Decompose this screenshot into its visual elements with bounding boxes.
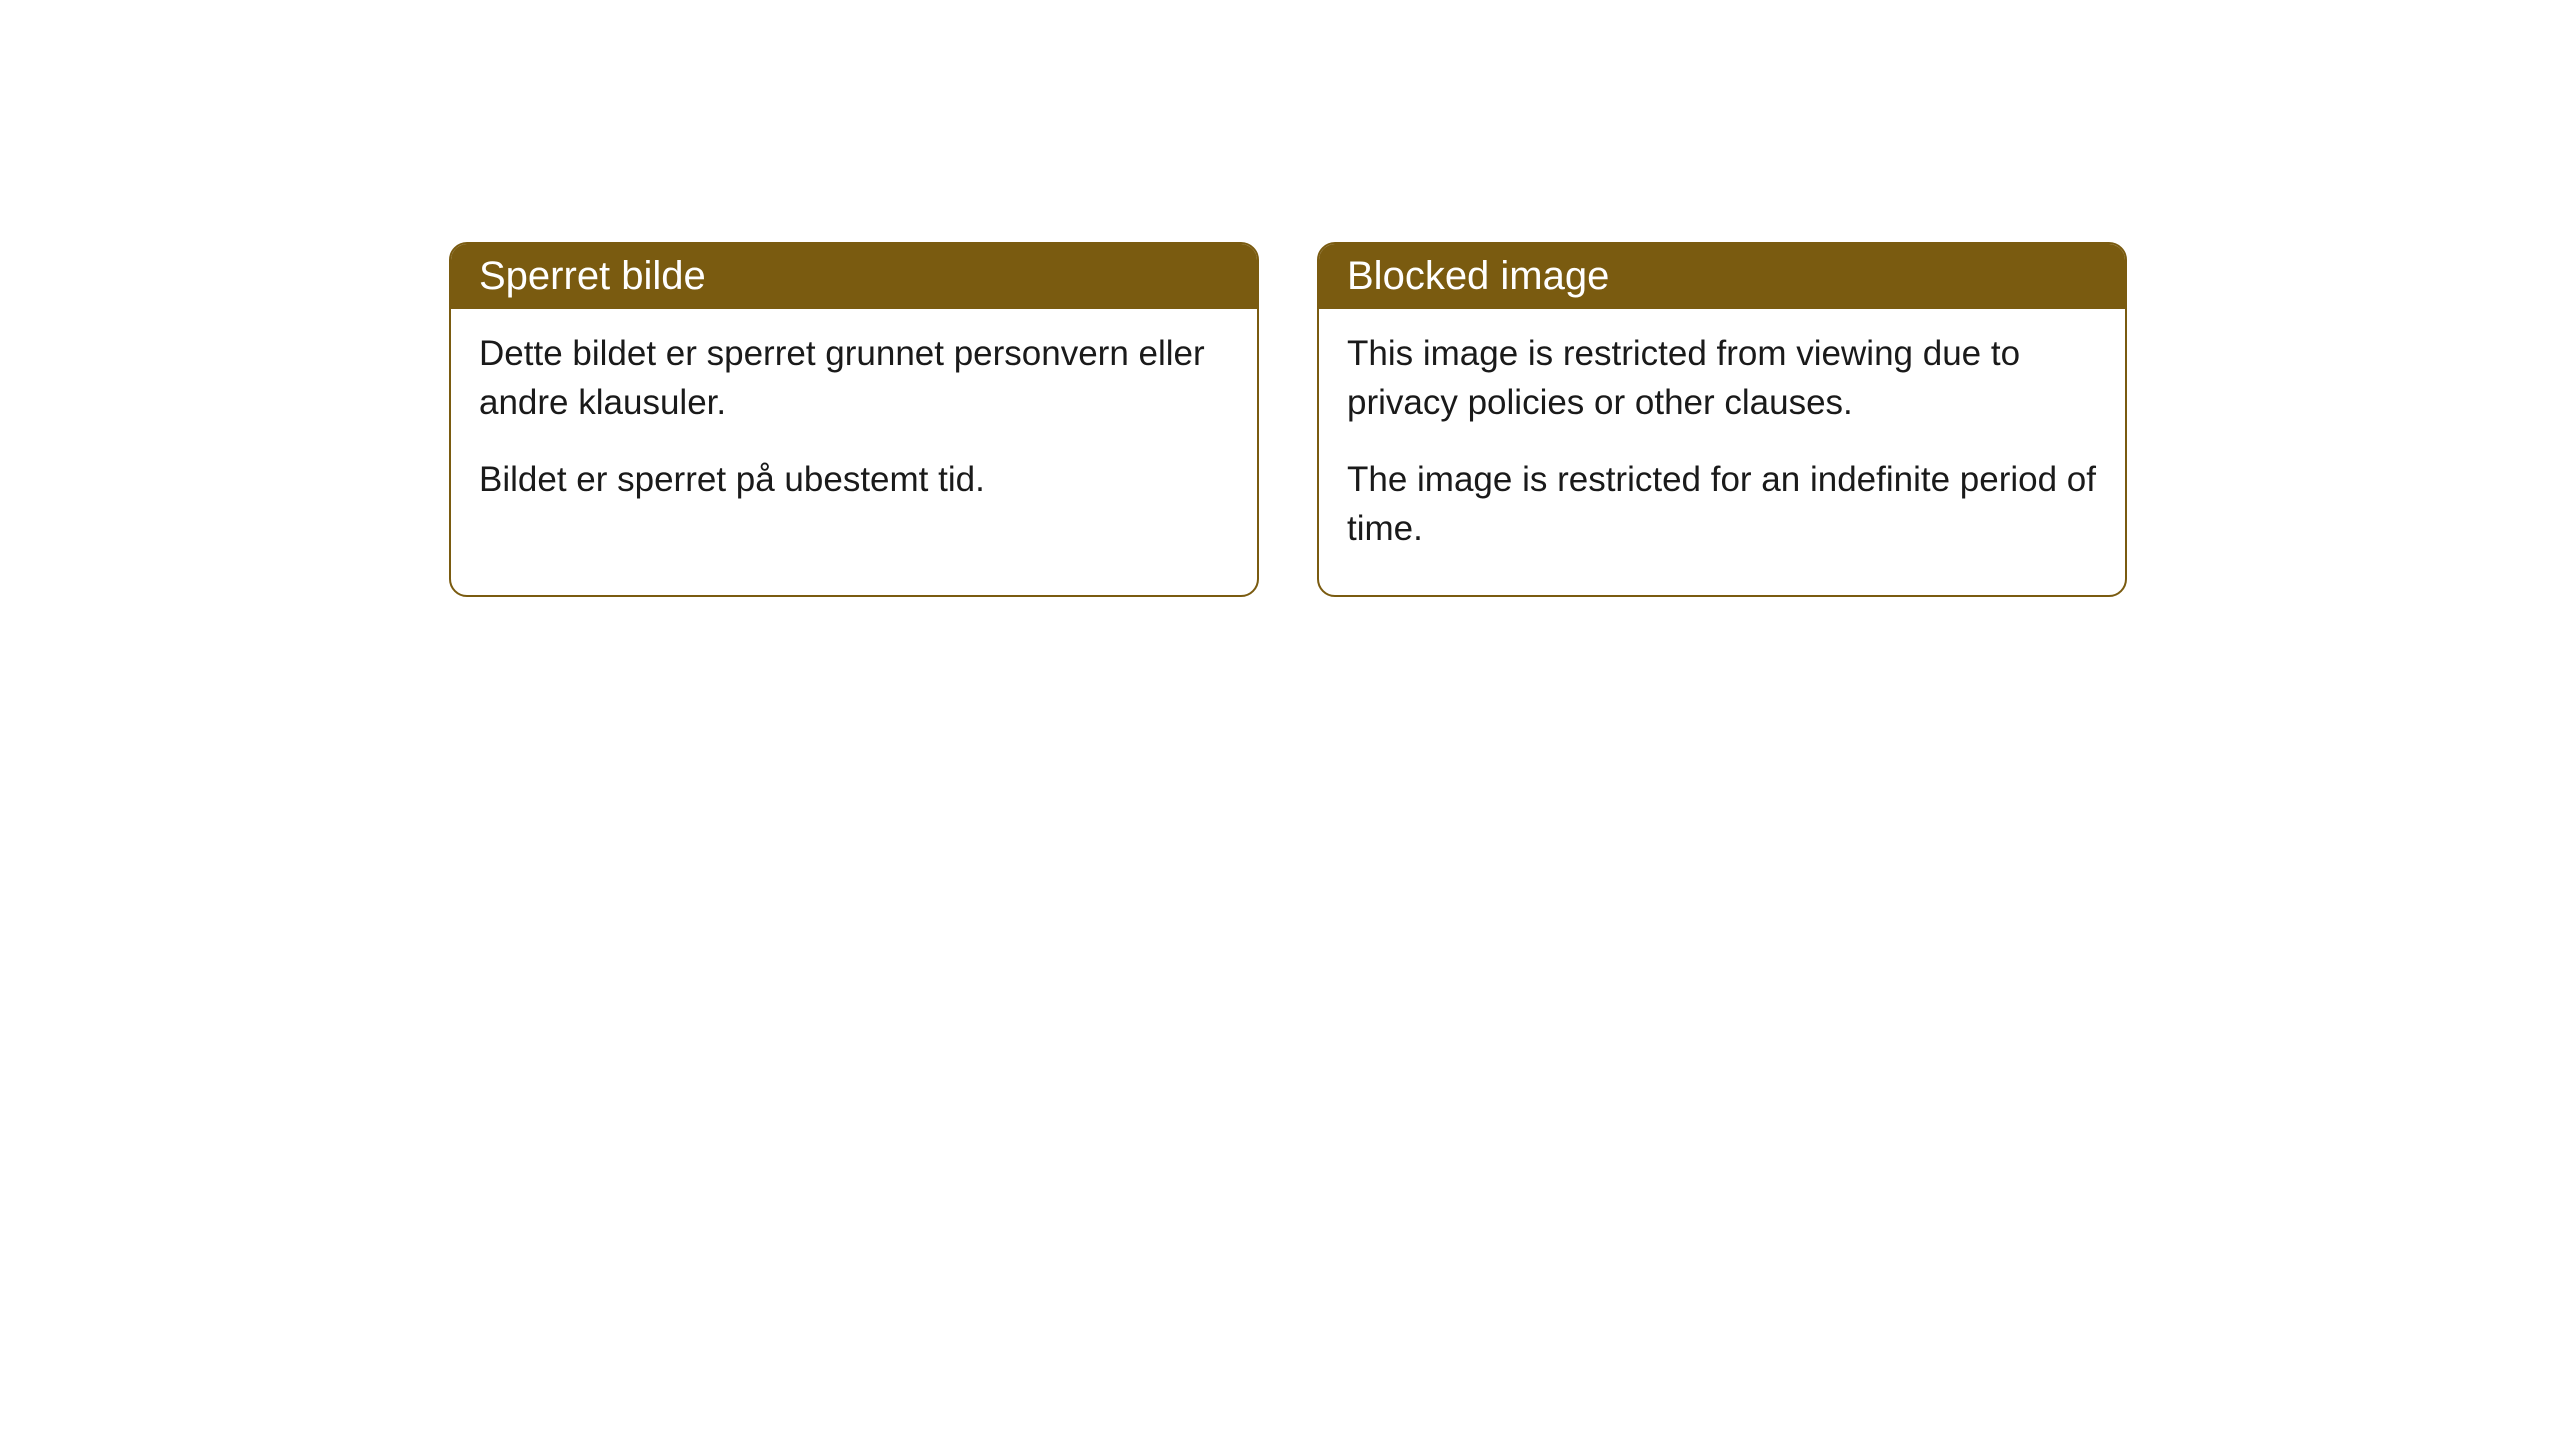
card-body: Dette bildet er sperret grunnet personve… — [451, 309, 1257, 546]
card-paragraph: Bildet er sperret på ubestemt tid. — [479, 455, 1229, 504]
card-header: Sperret bilde — [451, 244, 1257, 309]
card-paragraph: The image is restricted for an indefinit… — [1347, 455, 2097, 553]
notice-cards-container: Sperret bilde Dette bildet er sperret gr… — [449, 242, 2127, 597]
card-body: This image is restricted from viewing du… — [1319, 309, 2125, 595]
notice-card-norwegian: Sperret bilde Dette bildet er sperret gr… — [449, 242, 1259, 597]
card-title: Sperret bilde — [479, 254, 706, 298]
card-paragraph: This image is restricted from viewing du… — [1347, 329, 2097, 427]
notice-card-english: Blocked image This image is restricted f… — [1317, 242, 2127, 597]
card-header: Blocked image — [1319, 244, 2125, 309]
card-paragraph: Dette bildet er sperret grunnet personve… — [479, 329, 1229, 427]
card-title: Blocked image — [1347, 254, 1609, 298]
